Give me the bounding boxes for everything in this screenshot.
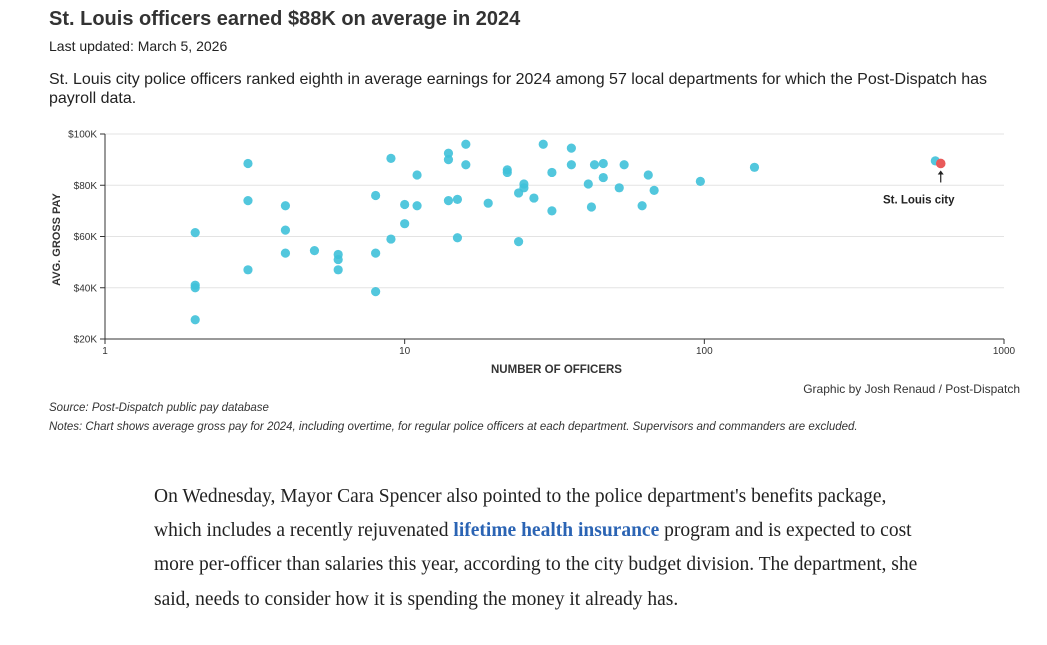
data-point bbox=[309, 245, 320, 256]
data-point bbox=[400, 199, 410, 210]
data-point bbox=[386, 234, 396, 244]
y-tick-label: $40K bbox=[74, 283, 98, 294]
data-point bbox=[371, 286, 381, 297]
data-point bbox=[280, 248, 291, 258]
data-point bbox=[371, 248, 381, 258]
last-updated: Last updated: March 5, 2026 bbox=[49, 38, 228, 54]
data-point bbox=[614, 183, 624, 193]
data-point bbox=[190, 228, 200, 238]
highlight-label: St. Louis city bbox=[883, 194, 955, 206]
data-point bbox=[452, 233, 463, 243]
paragraph-text-before: On Wednesday, Mayor Cara Spencer also po… bbox=[154, 486, 887, 542]
data-point bbox=[566, 160, 576, 170]
article-paragraph: On Wednesday, Mayor Cara Spencer also po… bbox=[154, 480, 924, 617]
graphic-credit: Graphic by Josh Renaud / Post-Dispatch bbox=[803, 382, 1020, 396]
data-point bbox=[566, 143, 576, 153]
data-point bbox=[412, 170, 422, 180]
highlight-point bbox=[935, 158, 946, 169]
paragraph-text-after: program and is expected to cost more per… bbox=[154, 520, 918, 610]
x-tick-label: 1 bbox=[102, 346, 108, 357]
data-point bbox=[538, 139, 548, 149]
data-point bbox=[589, 160, 600, 170]
data-point bbox=[502, 167, 512, 178]
annotation-arrowhead bbox=[937, 170, 944, 175]
data-point bbox=[443, 148, 454, 158]
data-point bbox=[483, 198, 493, 208]
x-tick-label: 1000 bbox=[993, 346, 1016, 357]
data-point bbox=[386, 153, 396, 163]
y-tick-label: $80K bbox=[74, 181, 98, 192]
data-point bbox=[333, 265, 343, 275]
data-point bbox=[749, 162, 760, 172]
y-tick-label: $20K bbox=[74, 335, 98, 346]
data-point bbox=[598, 172, 608, 183]
data-point bbox=[333, 254, 343, 265]
scatter-plot: $20K $40K $60K $80K $100K 1 10 100 1000 NUMBER OF… bbox=[51, 130, 1016, 377]
data-point bbox=[461, 139, 471, 149]
data-point bbox=[243, 158, 253, 169]
y-tick-label: $100K bbox=[68, 130, 97, 141]
data-point bbox=[637, 201, 647, 211]
y-axis-title: AVG. GROSS PAY bbox=[51, 192, 63, 285]
data-point bbox=[412, 201, 422, 211]
y-tick-label: $60K bbox=[74, 232, 98, 243]
health-insurance-link[interactable]: lifetime health insurance bbox=[453, 520, 660, 542]
chart-title: St. Louis officers earned $88K on averag… bbox=[49, 8, 521, 30]
data-point bbox=[371, 190, 381, 201]
data-point bbox=[280, 201, 291, 211]
x-tick-label: 10 bbox=[399, 346, 411, 357]
source-note: Source: Post-Dispatch public pay databas… bbox=[49, 402, 269, 414]
data-point bbox=[243, 265, 253, 275]
x-tick-label: 100 bbox=[696, 346, 713, 357]
data-point bbox=[695, 176, 705, 187]
data-point bbox=[190, 283, 200, 293]
data-point bbox=[519, 183, 529, 193]
data-point bbox=[400, 219, 410, 229]
article-body: On Wednesday, Mayor Cara Spencer also po… bbox=[154, 480, 924, 617]
data-point bbox=[586, 202, 597, 212]
data-point bbox=[443, 196, 454, 206]
data-point bbox=[547, 167, 557, 178]
data-point bbox=[547, 206, 557, 216]
chart-notes: Notes: Chart shows average gross pay for… bbox=[49, 421, 858, 433]
data-point bbox=[598, 158, 608, 169]
chart-subtitle: St. Louis city police officers ranked ei… bbox=[49, 71, 988, 107]
data-point bbox=[461, 160, 471, 170]
data-point bbox=[643, 170, 653, 180]
data-point bbox=[280, 225, 291, 235]
x-axis-title: NUMBER OF OFFICERS bbox=[491, 364, 622, 376]
data-point bbox=[243, 196, 253, 206]
data-point bbox=[514, 237, 524, 247]
data-point bbox=[452, 194, 463, 204]
data-point bbox=[529, 193, 539, 203]
data-point bbox=[619, 160, 629, 170]
data-point bbox=[190, 315, 200, 325]
data-point bbox=[583, 179, 593, 189]
data-point bbox=[443, 155, 454, 165]
data-point bbox=[649, 185, 659, 195]
